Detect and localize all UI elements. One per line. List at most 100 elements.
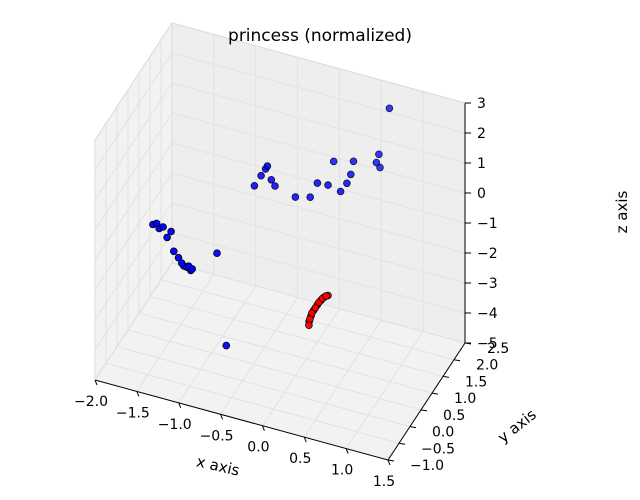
- data-point-series-1: [263, 162, 272, 170]
- z-tick-label: −2: [477, 246, 498, 262]
- y-tick-label: 2.0: [476, 358, 498, 374]
- y-axis-line: [387, 342, 466, 461]
- data-point-series-1: [349, 157, 358, 166]
- grid-line-y-floor: [116, 346, 411, 428]
- data-point-series-1: [159, 223, 167, 231]
- data-points: [149, 104, 394, 350]
- x-tick-mark: [345, 448, 349, 454]
- top-back-edge: [171, 22, 466, 104]
- grid-line-z-left: [94, 172, 173, 291]
- grid-line-y-floor: [149, 295, 444, 377]
- z-tick-label: −5: [477, 336, 498, 352]
- y-tick-mark: [453, 359, 461, 362]
- grid-line-z-left: [94, 52, 173, 171]
- data-point-series-1: [376, 163, 384, 172]
- z-tick-label: −3: [477, 276, 498, 292]
- y-tick-label: 1.5: [465, 374, 487, 390]
- grid-line-x-floor: [345, 331, 424, 449]
- y-tick-mark: [420, 409, 428, 412]
- grid-line-x-floor: [262, 308, 340, 426]
- data-point-series-1: [336, 187, 345, 196]
- data-point-series-2: [305, 321, 313, 330]
- z-tick-label: −4: [477, 306, 498, 322]
- x-tick-label: −0.5: [200, 428, 234, 444]
- data-point-series-2: [311, 303, 320, 312]
- x-tick-label: −1.0: [158, 417, 192, 433]
- z-tick-label: 2: [477, 126, 486, 142]
- data-point-series-1: [313, 179, 322, 187]
- data-point-series-1: [346, 170, 355, 179]
- floor-edge: [94, 262, 173, 381]
- data-point-series-1: [291, 193, 300, 201]
- x-tick-mark: [261, 425, 265, 431]
- x-tick-mark: [387, 459, 391, 466]
- grid-line-z-left: [94, 112, 173, 231]
- axis-ticks: −2.0−1.5−1.0−0.50.00.51.01.5−1.0−0.50.00…: [74, 96, 509, 490]
- y-tick-mark: [442, 375, 450, 378]
- y-tick-mark: [431, 392, 439, 395]
- data-point-series-1: [152, 219, 161, 228]
- x-tick-label: −1.5: [116, 405, 150, 421]
- grid-line-z-back: [171, 112, 466, 194]
- y-tick-label: 2.5: [487, 341, 509, 357]
- grid-line-y-floor: [105, 362, 400, 444]
- y-tick-label: −1.0: [410, 458, 444, 474]
- data-point-series-1: [267, 176, 276, 184]
- y-tick-label: 1.0: [454, 391, 476, 407]
- x-tick-mark: [220, 414, 224, 420]
- y-tick-label: 0.5: [443, 408, 465, 424]
- grid-line-x-floor: [178, 285, 257, 404]
- grid-line-z-back: [171, 82, 466, 164]
- grid-line-z-left: [94, 142, 173, 261]
- chart-title: princess (normalized): [228, 26, 412, 46]
- x-axis-label: x axis: [195, 452, 242, 479]
- data-point-series-1: [213, 249, 221, 258]
- data-point-series-1: [170, 247, 178, 256]
- x-tick-label: −2.0: [74, 394, 108, 410]
- data-point-series-1: [329, 157, 338, 166]
- y-axis-label: y axis: [494, 405, 540, 446]
- data-point-series-1: [188, 265, 197, 273]
- y-tick-mark: [387, 459, 395, 462]
- data-point-series-1: [324, 181, 332, 189]
- grid-line-y-floor: [127, 329, 422, 411]
- data-point-series-1: [178, 259, 186, 268]
- data-point-series-2: [322, 292, 330, 300]
- grid-line-y-floor: [138, 312, 433, 394]
- x-tick-mark: [136, 391, 140, 397]
- y-tick-mark: [409, 426, 417, 429]
- z-tick-label: 0: [477, 186, 486, 202]
- x-tick-label: 1.5: [373, 474, 395, 490]
- grid-line-x-floor: [220, 297, 298, 415]
- data-point-series-1: [174, 253, 183, 262]
- data-point-series-1: [250, 182, 259, 190]
- x-tick-mark: [94, 379, 98, 386]
- data-point-series-1: [385, 104, 394, 113]
- data-point-series-1: [222, 341, 231, 350]
- data-point-series-1: [167, 227, 175, 236]
- y-tick-label: 0.0: [432, 425, 454, 441]
- z-tick-label: −1: [477, 216, 498, 232]
- data-point-series-1: [163, 233, 171, 242]
- top-left-edge: [94, 22, 173, 141]
- grid-line-z-back: [171, 232, 466, 314]
- data-point-series-1: [375, 150, 383, 159]
- grid-line-z-back: [171, 52, 466, 134]
- data-point-series-1: [372, 158, 381, 167]
- x-tick-label: 0.0: [247, 440, 269, 456]
- data-point-series-2: [306, 315, 314, 323]
- data-point-series-1: [257, 171, 265, 180]
- grid-line-x-floor: [136, 274, 215, 392]
- y-tick-label: −0.5: [421, 441, 455, 457]
- z-axis-label: z axis: [613, 190, 631, 233]
- data-point-series-1: [306, 193, 315, 202]
- grid-line-z-back: [171, 202, 466, 284]
- grid-line-x-floor: [303, 319, 382, 438]
- x-axis-line: [94, 379, 389, 461]
- x-tick-label: 1.0: [331, 463, 353, 479]
- grid-line-z-left: [94, 82, 173, 201]
- x-tick-mark: [303, 436, 307, 443]
- y-tick-mark: [398, 442, 406, 445]
